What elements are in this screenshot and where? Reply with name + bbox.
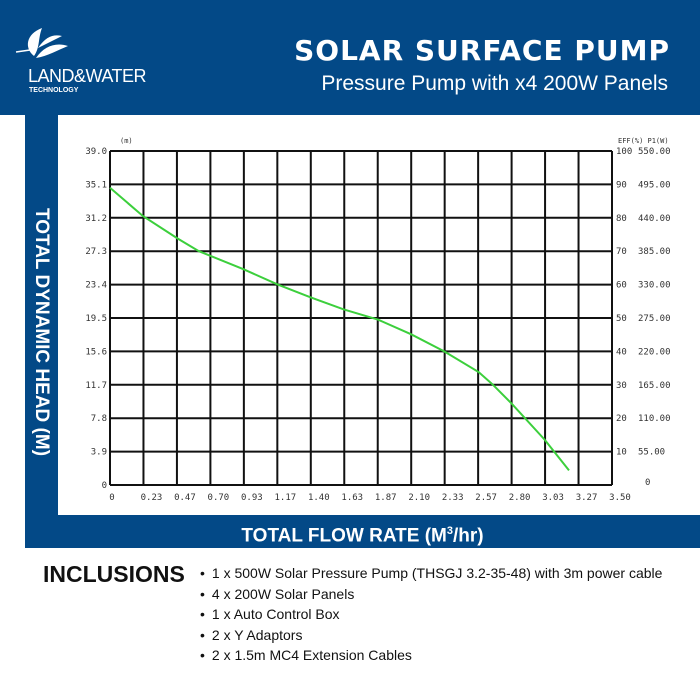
page-subtitle: Pressure Pump with x4 200W Panels bbox=[321, 72, 668, 95]
list-item: 2 x Y Adaptors bbox=[200, 625, 662, 646]
eff-tick-label: 10 bbox=[616, 448, 627, 458]
x-tick-label: 0.47 bbox=[174, 493, 196, 503]
eff-tick-label: 80 bbox=[616, 214, 627, 224]
p1-tick-label: 165.00 bbox=[638, 381, 671, 391]
list-item: 4 x 200W Solar Panels bbox=[200, 584, 662, 605]
pump-curve-chart: 0 0.23 0.47 0.70 0.93 1.17 1.40 1.63 1.87 2.10 2.3… bbox=[85, 137, 671, 503]
y-tick-label: 7.8 bbox=[91, 414, 107, 424]
header: LAND&WATER TECHNOLOGY SOLAR SURFACE PUMP… bbox=[0, 0, 700, 115]
p1-tick-label: 220.00 bbox=[638, 347, 671, 357]
logo-text: LAND&WATER bbox=[28, 66, 147, 86]
x-tick-label: 1.87 bbox=[375, 493, 397, 503]
p1-tick-label: 330.00 bbox=[638, 281, 671, 291]
x-tick-label: 3.27 bbox=[576, 493, 598, 503]
x-tick-label: 2.33 bbox=[442, 493, 464, 503]
eff-tick-label: 40 bbox=[616, 347, 627, 357]
head-curve bbox=[109, 187, 570, 472]
x-tick-label: 0.70 bbox=[208, 493, 230, 503]
x-tick-label: 0.93 bbox=[241, 493, 263, 503]
right-zero-label: 0 bbox=[645, 478, 650, 488]
y-tick-label: 23.4 bbox=[85, 281, 107, 291]
eff-tick-label: 100 bbox=[616, 147, 632, 157]
p1-tick-label: 110.00 bbox=[638, 414, 671, 424]
right-unit-label: EFF(%) P1(W) bbox=[618, 137, 669, 145]
y-tick-label: 15.6 bbox=[85, 347, 107, 357]
p1-tick-label: 55.00 bbox=[638, 448, 665, 458]
x-axis-title-end: /hr) bbox=[452, 525, 484, 547]
eff-tick-label: 60 bbox=[616, 281, 627, 291]
p1-tick-label: 495.00 bbox=[638, 180, 671, 190]
x-tick-label: 0 bbox=[109, 493, 114, 503]
list-item: 2 x 1.5m MC4 Extension Cables bbox=[200, 645, 662, 666]
x-tick-label: 2.80 bbox=[509, 493, 531, 503]
p1-tick-label: 550.00 bbox=[638, 147, 671, 157]
x-tick-label: 0.23 bbox=[141, 493, 163, 503]
eff-tick-label: 30 bbox=[616, 381, 627, 391]
eff-tick-label: 50 bbox=[616, 314, 627, 324]
x-tick-label: 2.10 bbox=[408, 493, 430, 503]
x-tick-label: 3.50 bbox=[609, 493, 631, 503]
p1-tick-label: 275.00 bbox=[638, 314, 671, 324]
y-tick-label: 11.7 bbox=[85, 381, 107, 391]
x-tick-label: 2.57 bbox=[475, 493, 497, 503]
y-tick-label: 3.9 bbox=[91, 448, 107, 458]
y-axis-title: TOTAL DYNAMIC HEAD (M) bbox=[31, 207, 52, 457]
logo-subtext: TECHNOLOGY bbox=[29, 87, 79, 94]
eff-tick-label: 90 bbox=[616, 180, 627, 190]
y-tick-label: 19.5 bbox=[85, 314, 107, 324]
p1-tick-label: 385.00 bbox=[638, 247, 671, 257]
y-tick-label: 35.1 bbox=[85, 180, 107, 190]
list-item: 1 x 500W Solar Pressure Pump (THSGJ 3.2-… bbox=[200, 563, 663, 584]
x-tick-label: 1.40 bbox=[308, 493, 330, 503]
y-tick-label: 27.3 bbox=[85, 247, 107, 257]
page-title: SOLAR SURFACE PUMP bbox=[294, 34, 670, 67]
eff-tick-label: 20 bbox=[616, 414, 627, 424]
inclusions-title: INCLUSIONS bbox=[43, 561, 185, 587]
y-tick-label: 39.0 bbox=[85, 147, 107, 157]
inclusions-list: 1 x 500W Solar Pressure Pump (THSGJ 3.2-… bbox=[200, 563, 663, 666]
x-tick-label: 1.17 bbox=[274, 493, 296, 503]
x-axis-band: TOTAL FLOW RATE (M3/hr) bbox=[25, 515, 700, 548]
p1-tick-label: 440.00 bbox=[638, 214, 671, 224]
x-tick-label: 1.63 bbox=[341, 493, 363, 503]
leaf-logo-icon bbox=[15, 28, 68, 58]
eff-tick-label: 70 bbox=[616, 247, 627, 257]
logo: LAND&WATER TECHNOLOGY bbox=[14, 26, 164, 101]
left-unit-label: (m) bbox=[120, 137, 133, 145]
y-axis-band bbox=[25, 115, 58, 548]
y-tick-label: 0 bbox=[102, 481, 107, 491]
x-tick-label: 3.03 bbox=[542, 493, 564, 503]
y-tick-label: 31.2 bbox=[85, 214, 107, 224]
x-axis-title-sup: 3 bbox=[446, 525, 453, 537]
list-item: 1 x Auto Control Box bbox=[200, 604, 662, 625]
x-axis-title: TOTAL FLOW RATE (M bbox=[241, 525, 447, 547]
